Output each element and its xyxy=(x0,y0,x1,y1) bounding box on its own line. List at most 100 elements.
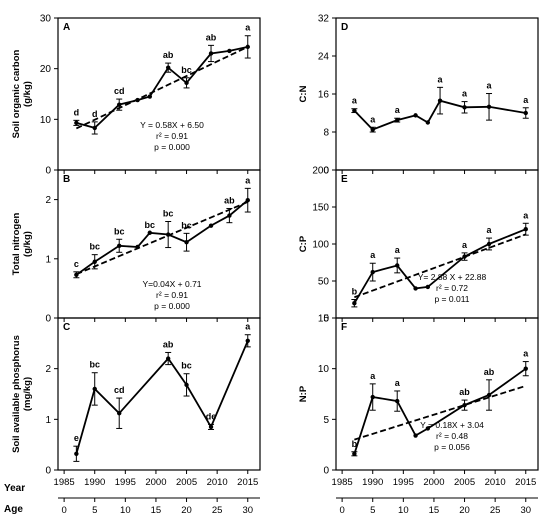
panel-letter: C xyxy=(63,322,70,333)
data-point xyxy=(147,230,153,235)
y-tick-label: 20 xyxy=(40,64,52,75)
significance-label: bc xyxy=(181,220,192,230)
significance-label: ab xyxy=(163,339,174,349)
age-tick-label: 5 xyxy=(92,505,97,516)
y-tick-label: 0 xyxy=(45,166,51,177)
significance-label: a xyxy=(523,349,529,359)
y-axis-unit: (g/kg) xyxy=(22,231,33,257)
data-point xyxy=(135,244,140,250)
regression-equation-line: p = 0.000 xyxy=(154,142,190,152)
significance-label: bc xyxy=(163,209,174,219)
data-point xyxy=(352,108,357,113)
x-tick-label-year: 1995 xyxy=(115,477,136,488)
y-tick-label: 50 xyxy=(318,277,330,288)
significance-label: de xyxy=(206,411,217,421)
significance-label: ab xyxy=(459,387,470,397)
significance-label: a xyxy=(462,89,468,99)
significance-label: bc xyxy=(114,226,125,236)
significance-label: a xyxy=(352,96,358,106)
significance-label: bc xyxy=(181,65,192,75)
data-point xyxy=(523,110,528,116)
significance-label: a xyxy=(245,175,251,185)
significance-label: a xyxy=(462,240,468,250)
y-tick-label: 0 xyxy=(323,166,329,177)
data-point xyxy=(370,269,375,275)
age-tick-label: 10 xyxy=(398,505,409,516)
regression-equation-line: r² = 0.48 xyxy=(436,431,468,441)
data-point xyxy=(208,424,214,430)
data-point xyxy=(208,223,214,228)
data-point xyxy=(92,259,97,264)
significance-label: e xyxy=(74,433,79,443)
significance-label: bc xyxy=(89,360,100,370)
x-tick-label-year: 2015 xyxy=(515,477,536,488)
y-tick-label: 16 xyxy=(318,90,330,101)
data-point xyxy=(184,80,189,86)
data-point xyxy=(92,386,97,392)
data-point xyxy=(523,227,528,232)
y-tick-label: 8 xyxy=(323,128,329,139)
panel-letter: B xyxy=(63,174,70,185)
significance-label: ab xyxy=(484,367,495,377)
age-tick-label: 25 xyxy=(490,505,501,516)
data-point xyxy=(370,394,375,400)
age-tick-label: 5 xyxy=(370,505,375,516)
significance-label: d xyxy=(92,109,98,119)
data-point xyxy=(245,338,250,343)
age-tick-label: 10 xyxy=(120,505,131,516)
x-tick-label-year: 2005 xyxy=(454,477,475,488)
age-tick-label: 0 xyxy=(61,505,66,516)
plot-frame xyxy=(335,17,539,171)
data-point xyxy=(245,197,250,203)
significance-label: a xyxy=(523,210,529,220)
y-tick-label: 2 xyxy=(45,195,51,206)
data-point xyxy=(370,127,375,132)
panel-letter: E xyxy=(341,174,348,185)
x-tick-label-year: 1985 xyxy=(332,477,353,488)
y-tick-label: 1 xyxy=(45,415,51,426)
significance-label: a xyxy=(487,81,493,91)
data-point xyxy=(165,65,171,70)
significance-label: a xyxy=(523,95,529,105)
data-point xyxy=(486,241,492,247)
y-tick-label: 5 xyxy=(323,415,329,426)
data-point xyxy=(165,232,171,237)
age-tick-label: 15 xyxy=(151,505,162,516)
regression-line xyxy=(76,201,249,276)
series-line xyxy=(76,46,248,129)
age-tick-label: 25 xyxy=(212,505,223,516)
significance-label: a xyxy=(245,23,251,33)
regression-equation-line: p = 0.011 xyxy=(434,294,469,304)
y-tick-label: 24 xyxy=(318,52,330,63)
y-tick-label: 200 xyxy=(312,166,329,177)
y-tick-label: 30 xyxy=(40,14,52,25)
y-axis-label: Soil organic carbon xyxy=(11,49,22,138)
x-tick-label-year: 2000 xyxy=(145,477,166,488)
significance-label: bc xyxy=(89,242,100,252)
data-point xyxy=(184,382,189,388)
regression-equation-line: p = 0.000 xyxy=(154,301,190,311)
data-point xyxy=(74,272,79,277)
significance-label: a xyxy=(370,250,376,260)
panel-letter: A xyxy=(63,22,70,33)
data-point xyxy=(425,426,431,431)
significance-label: ab xyxy=(163,50,174,60)
panel-letter: F xyxy=(341,322,347,333)
data-point xyxy=(74,120,79,126)
age-axis-label: Age xyxy=(4,504,23,515)
data-point xyxy=(147,94,153,99)
significance-label: bc xyxy=(181,361,192,371)
y-tick-label: 15 xyxy=(318,314,330,325)
data-point xyxy=(413,113,418,118)
x-tick-label-year: 2005 xyxy=(176,477,197,488)
x-tick-label-year: 2010 xyxy=(207,477,228,488)
age-tick-label: 30 xyxy=(242,505,253,516)
data-point xyxy=(462,402,467,408)
x-tick-label-year: 2010 xyxy=(485,477,506,488)
y-axis-label: Total nitrogen xyxy=(11,212,22,275)
data-point xyxy=(462,105,467,110)
y-axis-label: C:N xyxy=(298,85,309,102)
